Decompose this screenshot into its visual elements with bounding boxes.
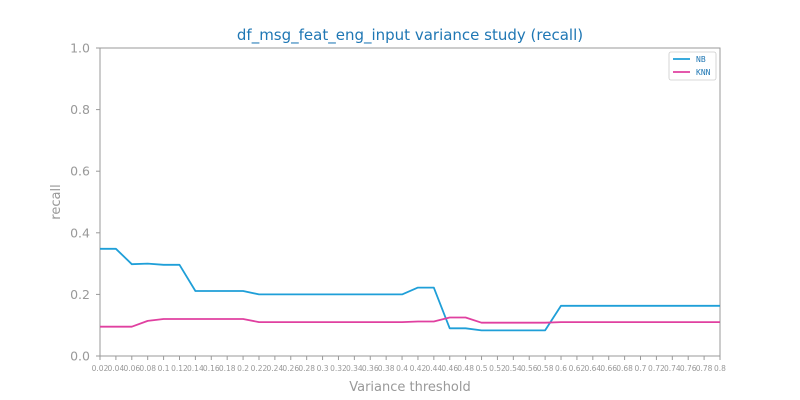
x-tick-label: 0.56 [521, 364, 538, 373]
x-tick-label: 0.46 [441, 364, 458, 373]
y-tick-label: 0.0 [70, 349, 90, 364]
y-tick-label: 0.2 [70, 287, 90, 302]
x-tick-label: 0.38 [378, 364, 395, 373]
series-line-knn [100, 316, 720, 328]
x-tick-label: 0.18 [219, 364, 236, 373]
legend-label-knn: KNN [696, 68, 711, 77]
x-tick-label: 0.66 [600, 364, 617, 373]
x-tick-label: 0.3 [317, 364, 329, 373]
x-tick-label: 0.8 [714, 364, 726, 373]
x-tick-label: 0.2 [237, 364, 249, 373]
x-tick-label: 0.1 [158, 364, 170, 373]
x-tick-label: 0.02 [92, 364, 109, 373]
x-tick-label: 0.58 [537, 364, 554, 373]
plot-area [99, 47, 721, 357]
x-tick-label: 0.28 [298, 364, 315, 373]
x-tick-label: 0.24 [267, 364, 284, 373]
x-tick-label: 0.5 [476, 364, 488, 373]
x-tick-label: 0.52 [489, 364, 506, 373]
x-tick-label: 0.32 [330, 364, 347, 373]
x-tick-label: 0.04 [108, 364, 125, 373]
y-tick-label: 0.6 [70, 164, 90, 179]
x-tick-label: 0.08 [139, 364, 156, 373]
x-tick-label: 0.62 [569, 364, 586, 373]
y-tick-label: 1.0 [70, 41, 90, 56]
x-tick-label: 0.12 [171, 364, 188, 373]
chart-title: df_msg_feat_eng_input variance study (re… [237, 26, 583, 45]
x-tick-label: 0.64 [584, 364, 601, 373]
x-tick-label: 0.44 [425, 364, 442, 373]
x-tick-label: 0.16 [203, 364, 220, 373]
x-tick-label: 0.34 [346, 364, 363, 373]
x-tick-label: 0.74 [664, 364, 681, 373]
x-tick-label: 0.26 [282, 364, 299, 373]
x-axis: 0.02 0.04 0.06 0.08 0.1 0.12 0.14 0.16 0.18 0.2 0.… [92, 356, 726, 373]
x-tick-label: 0.4 [396, 364, 408, 373]
x-tick-label: 0.48 [457, 364, 474, 373]
x-tick-label: 0.14 [187, 364, 204, 373]
x-tick-label: 0.54 [505, 364, 522, 373]
x-tick-label: 0.36 [362, 364, 379, 373]
x-tick-label: 0.42 [410, 364, 427, 373]
y-tick-label: 0.8 [70, 102, 90, 117]
series-line-nb [100, 247, 720, 332]
y-tick-label: 0.4 [70, 225, 90, 240]
legend-label-nb: NB [696, 55, 706, 64]
x-tick-label: 0.72 [648, 364, 665, 373]
series-group [100, 247, 720, 332]
x-tick-label: 0.76 [680, 364, 697, 373]
x-tick-label: 0.68 [616, 364, 633, 373]
x-tick-label: 0.78 [696, 364, 713, 373]
y-axis: 0.0 0.2 0.4 0.6 0.8 1.0 [70, 41, 100, 364]
x-axis-label: Variance threshold [349, 380, 471, 395]
x-tick-label: 0.7 [635, 364, 647, 373]
legend: NB KNN [668, 51, 717, 81]
x-tick-label: 0.06 [123, 364, 140, 373]
y-axis-label: recall [49, 184, 64, 219]
x-tick-label: 0.6 [555, 364, 567, 373]
x-tick-label: 0.22 [251, 364, 268, 373]
